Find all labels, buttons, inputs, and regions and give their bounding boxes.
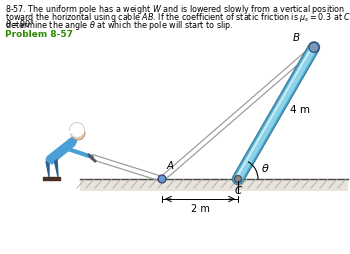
- Circle shape: [70, 123, 84, 138]
- Polygon shape: [46, 139, 75, 164]
- Text: B: B: [293, 33, 300, 43]
- Text: $\theta$: $\theta$: [261, 161, 270, 173]
- Text: Problem 8-57: Problem 8-57: [5, 30, 73, 39]
- Polygon shape: [54, 159, 58, 177]
- Text: C: C: [234, 185, 241, 195]
- Polygon shape: [80, 179, 348, 191]
- Circle shape: [309, 43, 319, 53]
- Circle shape: [71, 126, 85, 140]
- Text: A: A: [167, 160, 174, 170]
- Text: determine the angle $\theta$ at which the pole will start to slip.: determine the angle $\theta$ at which th…: [5, 19, 233, 32]
- Text: 8-57. The uniform pole has a weight $W$ and is lowered slowly from a vertical po: 8-57. The uniform pole has a weight $W$ …: [5, 3, 345, 29]
- Polygon shape: [46, 161, 49, 177]
- Text: 4 m: 4 m: [290, 105, 310, 115]
- Circle shape: [158, 175, 166, 183]
- Text: toward the horizontal using cable $AB$. If the coefficient of static friction is: toward the horizontal using cable $AB$. …: [5, 11, 350, 24]
- Text: 2 m: 2 m: [190, 203, 209, 213]
- Circle shape: [234, 176, 241, 183]
